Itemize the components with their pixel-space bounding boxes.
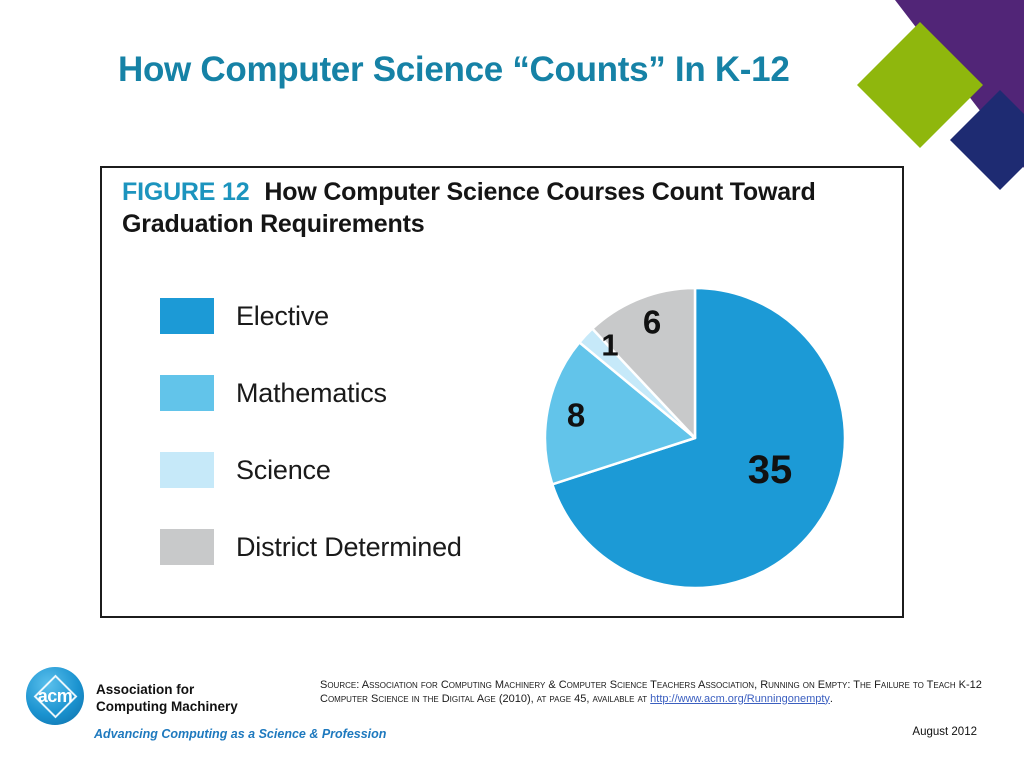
legend-item-mathematics: Mathematics xyxy=(160,375,462,411)
org-name-line1: Association for xyxy=(96,682,195,697)
acm-org-name: Association for Computing Machinery xyxy=(96,682,238,715)
source-link[interactable]: http://www.acm.org/Runningonempty xyxy=(650,692,830,705)
pie-slice-district-determined xyxy=(591,286,697,440)
figure-title-line2: Graduation Requirements xyxy=(122,210,425,238)
source-text: Source: Association for Computing Machin… xyxy=(320,679,982,705)
figure-heading: FIGURE 12 How Computer Science Courses Co… xyxy=(122,176,816,240)
legend-label-science: Science xyxy=(236,454,331,485)
legend-label-elective: Elective xyxy=(236,300,329,331)
legend-item-elective: Elective xyxy=(160,298,462,334)
legend-label-mathematics: Mathematics xyxy=(236,377,387,408)
figure-title-line1: How Computer Science Courses Count Towar… xyxy=(264,178,816,206)
pie-slice-mathematics xyxy=(543,341,697,486)
org-name-line2: Computing Machinery xyxy=(96,698,238,714)
pie-value-elective: 35 xyxy=(747,448,793,492)
legend-item-district-determined: District Determined xyxy=(160,529,462,565)
legend-swatch-mathematics xyxy=(160,375,214,411)
pie-value-science: 1 xyxy=(601,327,619,363)
figure-label: FIGURE 12 xyxy=(122,178,250,206)
pie-slice-elective xyxy=(551,286,847,590)
figure-box: FIGURE 12 How Computer Science Courses Co… xyxy=(100,166,904,618)
legend-swatch-district-determined xyxy=(160,529,214,565)
legend-swatch-elective xyxy=(160,298,214,334)
pie-value-district-determined: 6 xyxy=(642,303,662,341)
slide-date: August 2012 xyxy=(912,726,977,738)
source-citation: Source: Association for Computing Machin… xyxy=(320,679,988,706)
acm-logo-text: acm xyxy=(37,685,73,706)
slide-title: How Computer Science “Counts” In K-12 xyxy=(118,50,790,89)
green-diamond-decoration xyxy=(857,22,983,148)
corner-decoration xyxy=(857,0,1024,190)
pie-chart xyxy=(543,286,847,590)
legend-label-district-determined: District Determined xyxy=(236,531,462,562)
acm-logo: acm xyxy=(26,667,84,725)
legend-swatch-science xyxy=(160,452,214,488)
source-suffix: . xyxy=(829,692,833,705)
chart-legend: Elective Mathematics Science District De… xyxy=(160,298,462,565)
acm-tagline: Advancing Computing as a Science & Profe… xyxy=(94,727,387,741)
legend-item-science: Science xyxy=(160,452,462,488)
navy-diamond-decoration xyxy=(950,90,1024,190)
figure-heading-line1: FIGURE 12 How Computer Science Courses Co… xyxy=(122,176,816,208)
pie-value-mathematics: 8 xyxy=(566,396,586,434)
